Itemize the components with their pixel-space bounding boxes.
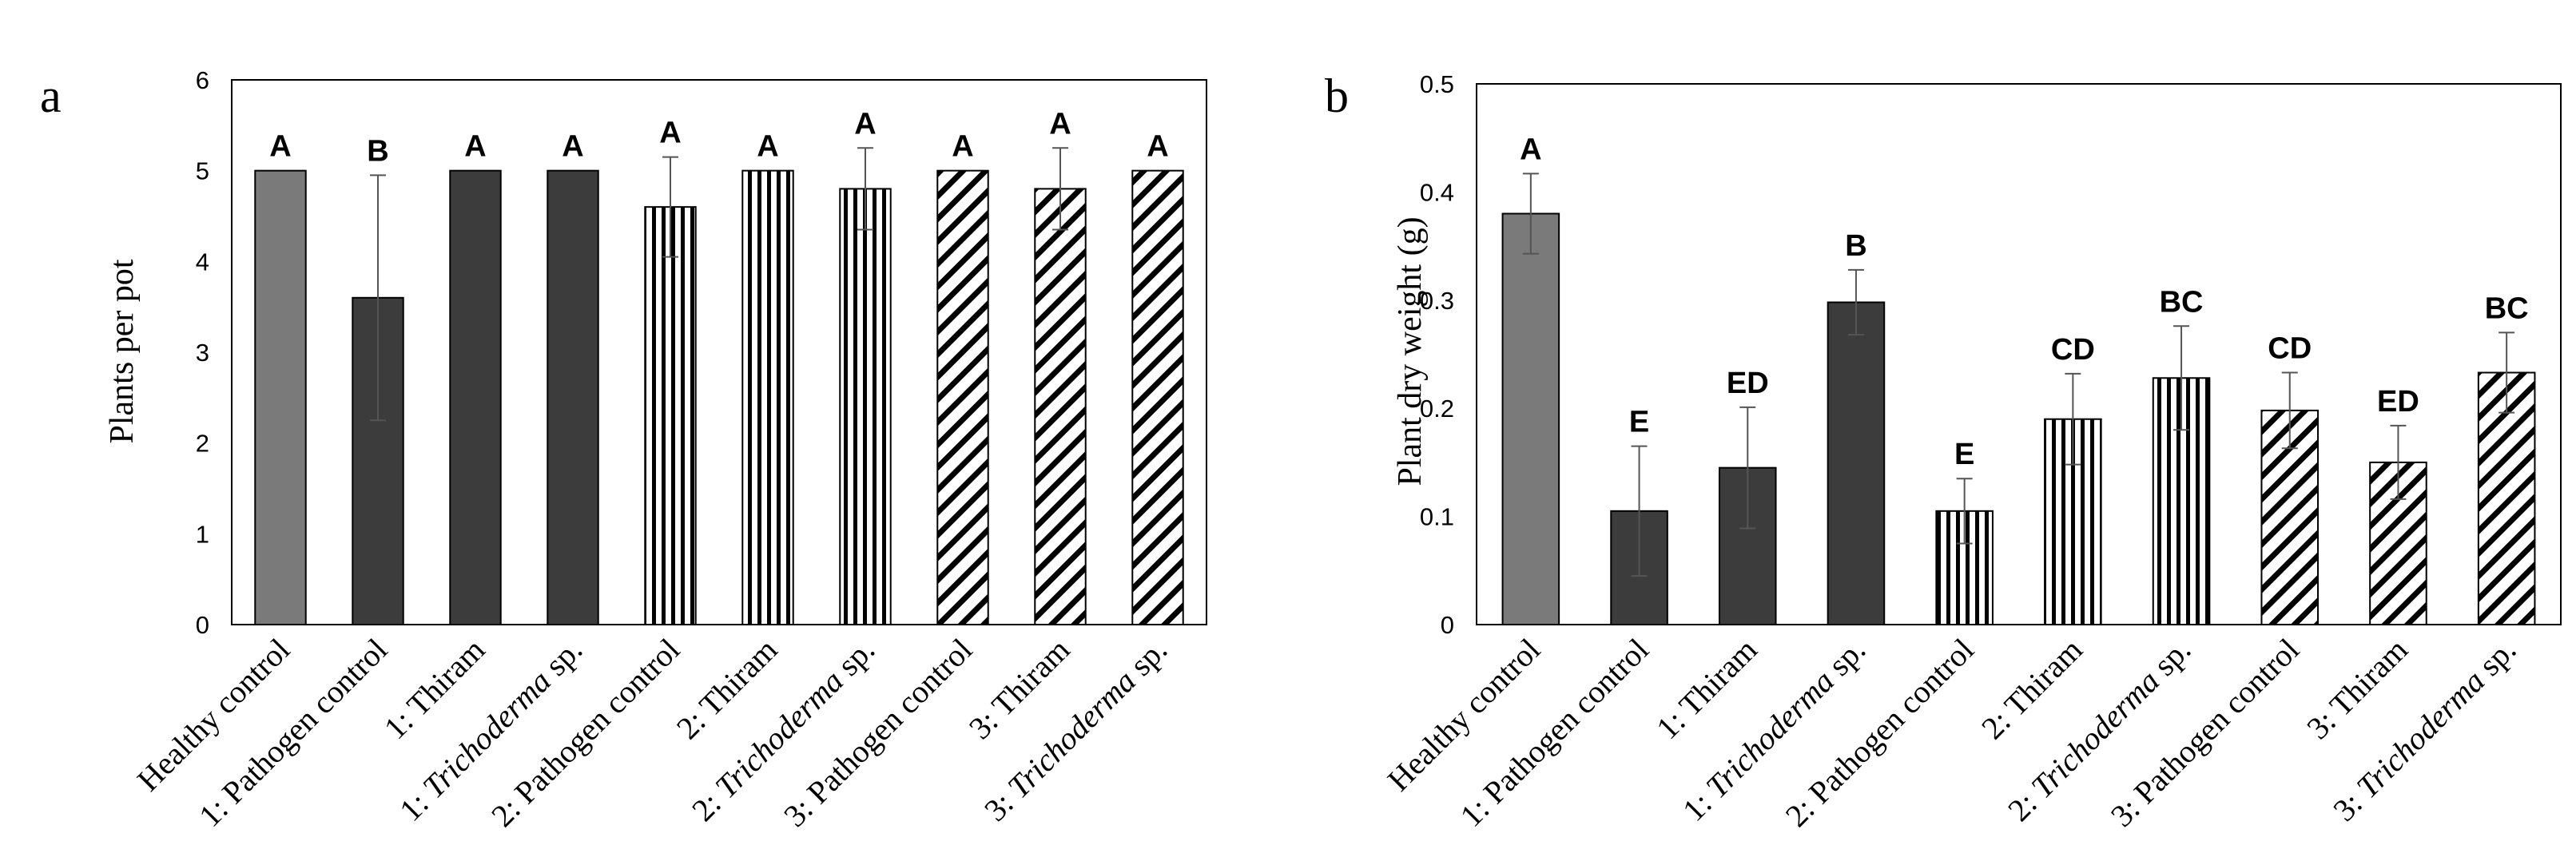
significance-letter-a-3: A [464,130,486,164]
bar-a-4 [547,169,599,625]
y-tick-label-a: 1 [196,520,209,548]
error-bar-b-9 [2390,424,2407,500]
y-axis-label-a: Plants per pot [104,259,141,443]
x-tick-label-a-4: 1: Trichoderma sp. [392,632,589,828]
x-tick-label-b-3: 1: Thiram [1649,632,1764,747]
y-tick-label-b: 0.1 [1420,503,1454,531]
significance-letter-b-3: ED [1727,367,1769,400]
error-bar-b-8 [2281,371,2298,450]
y-axis-label-b: Plant dry weight (g) [1392,216,1429,486]
error-bar-b-5 [1956,478,1973,545]
x-tick-label-b-9: 3: Thiram [2300,632,2415,747]
significance-letter-a-8: A [952,130,973,164]
error-bar-a-2 [370,174,386,422]
plot-frame-a [231,79,1207,625]
panel-label-b: b [1325,69,1349,122]
x-tick-label-a-10: 3: Trichoderma sp. [977,632,1174,828]
error-bar-b-2 [1631,445,1648,577]
x-tick-label-b-8: 3: Pathogen control [2104,632,2306,834]
significance-letter-a-2: B [367,134,388,168]
plot-frame-b [1476,83,2562,625]
significance-letter-a-10: A [1147,130,1168,164]
panel-b: b Plant dry weight (g) 0 0.1 0.2 0.3 0.4 0.5 A… [1325,69,2562,834]
error-bar-a-9 [1052,147,1068,231]
y-tick-label-b: 0 [1441,611,1454,639]
significance-letter-b-8: CD [2268,332,2312,366]
bar-a-5 [644,206,697,625]
y-tick-label-a: 4 [196,248,209,276]
y-tick-label-b: 0.5 [1420,70,1454,98]
x-tick-label-b-7: 2: Trichoderma sp. [2001,632,2197,828]
error-bar-b-1 [1522,173,1539,255]
x-tick-label-a-8: 3: Pathogen control [777,632,979,834]
panel-label-a: a [40,69,62,122]
bar-a-7 [839,188,892,625]
significance-letter-b-6: CD [2051,333,2095,367]
error-bar-b-7 [2173,325,2190,431]
significance-letter-b-9: ED [2377,385,2419,419]
x-tick-label-a-5: 2: Pathogen control [484,632,686,834]
y-tick-label-a: 2 [196,430,209,458]
x-tick-label-b-2: 1: Pathogen control [1453,632,1656,834]
y-tick-label-a: 3 [196,339,209,367]
error-bar-b-3 [1739,406,1756,530]
y-tick-label-b: 0.2 [1420,395,1454,423]
error-bar-b-6 [2065,372,2081,466]
significance-letter-a-6: A [757,130,778,164]
x-tick-label-a-2: 1: Pathogen control [192,632,394,834]
x-tick-label-b-6: 2: Thiram [1974,632,2089,747]
y-tick-label-b: 0.3 [1420,287,1454,315]
x-tick-label-a-7: 2: Trichoderma sp. [685,632,881,828]
bar-a-10 [1131,169,1184,625]
significance-letter-b-5: E [1954,438,1974,471]
significance-letter-a-7: A [854,107,876,141]
bar-a-9 [1034,188,1087,625]
y-tick-label-a: 5 [196,157,209,185]
bar-b-1 [1501,212,1560,626]
bar-b-10 [2477,371,2536,625]
error-bar-b-10 [2498,331,2515,414]
bar-b-4 [1827,301,1886,625]
y-tick-label-b: 0.4 [1420,178,1454,206]
significance-letter-b-4: B [1845,229,1866,263]
significance-letter-b-1: A [1520,133,1541,166]
significance-letter-b-10: BC [2485,292,2529,325]
y-tick-label-a: 0 [196,611,209,639]
x-tick-label-b-4: 1: Trichoderma sp. [1676,632,1872,828]
bar-a-1 [254,169,307,625]
x-tick-label-b-10: 3: Trichoderma sp. [2326,632,2522,828]
significance-letter-b-2: E [1629,406,1649,439]
y-tick-label-a: 6 [196,66,209,94]
bar-b-7 [2152,377,2211,625]
bar-a-6 [741,169,794,625]
error-bar-b-4 [1847,268,1864,336]
error-bar-a-5 [662,156,678,258]
significance-letter-b-7: BC [2160,285,2204,319]
x-tick-label-b-5: 2: Pathogen control [1779,632,1981,834]
significance-letter-a-5: A [659,117,681,150]
significance-letter-a-9: A [1049,107,1071,141]
error-bar-a-7 [857,147,873,231]
bar-a-8 [936,169,989,625]
bar-a-3 [449,169,502,625]
significance-letter-a-1: A [269,130,291,164]
significance-letter-a-4: A [562,130,583,164]
